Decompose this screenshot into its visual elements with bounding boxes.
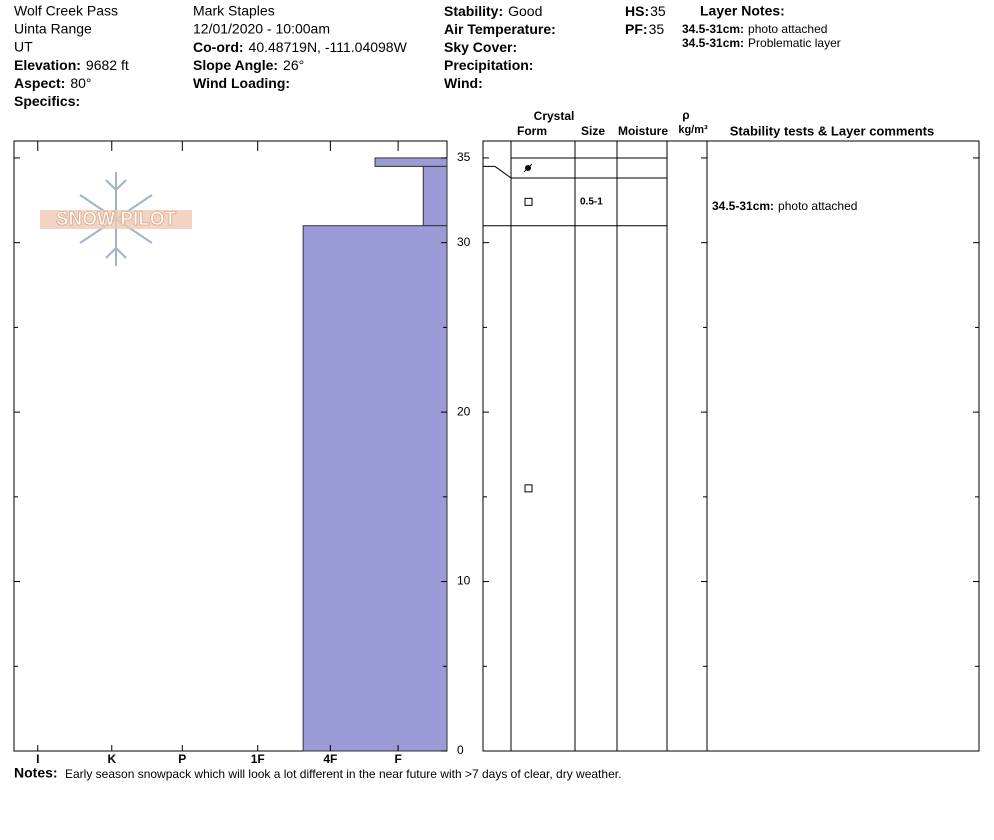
y-tick-label: 30 xyxy=(457,235,471,249)
field-label: Sky Cover: xyxy=(444,39,517,55)
header-field: Wind Loading: xyxy=(193,75,290,91)
y-tick-label: 10 xyxy=(457,574,471,588)
header-field: PF:35 xyxy=(625,21,664,37)
header-field: Specifics: xyxy=(14,93,80,109)
field-label: PF: xyxy=(625,21,648,37)
layer-connector xyxy=(483,165,512,179)
header-field: Aspect: 80° xyxy=(14,75,92,91)
col-header: Moisture xyxy=(618,124,668,138)
col-header: Form xyxy=(517,124,547,138)
header-field: Slope Angle: 26° xyxy=(193,57,304,73)
x-tick-label: K xyxy=(107,752,116,766)
layer-notes-title: Layer Notes: xyxy=(700,3,785,19)
header-field: Sky Cover: xyxy=(444,39,517,55)
field-label: Stability: xyxy=(444,3,503,19)
notes-label: Notes: xyxy=(14,765,58,781)
field-label: Precipitation: xyxy=(444,57,533,73)
hardness-bar xyxy=(422,165,448,227)
header-line: 12/01/2020 - 10:00am xyxy=(193,21,330,37)
field-value: 26° xyxy=(283,57,304,73)
x-tick-label: I xyxy=(36,752,39,766)
field-label: Specifics: xyxy=(14,93,80,109)
col-header: Size xyxy=(581,124,605,138)
logo xyxy=(40,172,192,266)
layer-note: 34.5-31cm: Problematic layer xyxy=(682,36,841,50)
y-tick-label: 20 xyxy=(457,404,471,418)
field-label: HS: xyxy=(625,3,649,19)
x-tick-label: 1F xyxy=(251,752,265,766)
field-value: 40.48719N, -111.04098W xyxy=(249,39,408,55)
header-field: HS:35 xyxy=(625,3,666,19)
field-label: Slope Angle: xyxy=(193,57,278,73)
header-line: Uinta Range xyxy=(14,21,92,37)
note-text: Problematic layer xyxy=(748,36,841,50)
grain-size: 0.5-1 xyxy=(580,196,603,207)
note-range: 34.5-31cm: xyxy=(682,36,744,50)
field-value: 35 xyxy=(649,21,665,37)
comment-text: photo attached xyxy=(778,199,857,213)
field-value: 9682 ft xyxy=(86,57,129,73)
field-label: Co-ord: xyxy=(193,39,244,55)
comment-range: 34.5-31cm: xyxy=(712,199,774,213)
field-label: Wind: xyxy=(444,75,483,91)
table-frame xyxy=(482,140,980,752)
hardness-bar xyxy=(302,225,448,752)
col-header: kg/m³ xyxy=(678,124,708,136)
field-value: Good xyxy=(508,3,542,19)
grain-form xyxy=(524,197,533,206)
y-tick-label: 35 xyxy=(457,150,471,164)
hardness-bar xyxy=(374,157,448,167)
x-tick-label: 4F xyxy=(323,752,337,766)
layer-comment: 34.5-31cm: photo attached xyxy=(712,199,857,213)
header-field: Air Temperature: xyxy=(444,21,556,37)
grain-form xyxy=(523,163,533,173)
field-value: 80° xyxy=(70,75,91,91)
header-line: Wolf Creek Pass xyxy=(14,3,118,19)
field-label: Wind Loading: xyxy=(193,75,290,91)
header-line: UT xyxy=(14,39,33,55)
col-header: ρ xyxy=(682,108,689,122)
header-field: Precipitation: xyxy=(444,57,533,73)
note-text: photo attached xyxy=(748,22,827,36)
header-field: Elevation: 9682 ft xyxy=(14,57,129,73)
notes-text: Early season snowpack which will look a … xyxy=(65,767,621,781)
col-header: Stability tests & Layer comments xyxy=(730,123,934,138)
x-tick-label: F xyxy=(394,752,401,766)
header-field: Wind: xyxy=(444,75,483,91)
col-header: Crystal xyxy=(534,109,575,123)
x-tick-label: P xyxy=(178,752,186,766)
field-label: Aspect: xyxy=(14,75,65,91)
table-columns xyxy=(510,141,708,751)
logo-text: SNOW PILOT xyxy=(56,209,177,230)
header-field: Stability: Good xyxy=(444,3,542,19)
grain-form xyxy=(524,484,533,493)
header-line: Mark Staples xyxy=(193,3,275,19)
note-range: 34.5-31cm: xyxy=(682,22,744,36)
layer-note: 34.5-31cm: photo attached xyxy=(682,22,827,36)
field-value: 35 xyxy=(650,3,666,19)
y-tick-label: 0 xyxy=(457,743,464,757)
field-label: Elevation: xyxy=(14,57,81,73)
field-label: Air Temperature: xyxy=(444,21,556,37)
header-field: Co-ord: 40.48719N, -111.04098W xyxy=(193,39,408,55)
